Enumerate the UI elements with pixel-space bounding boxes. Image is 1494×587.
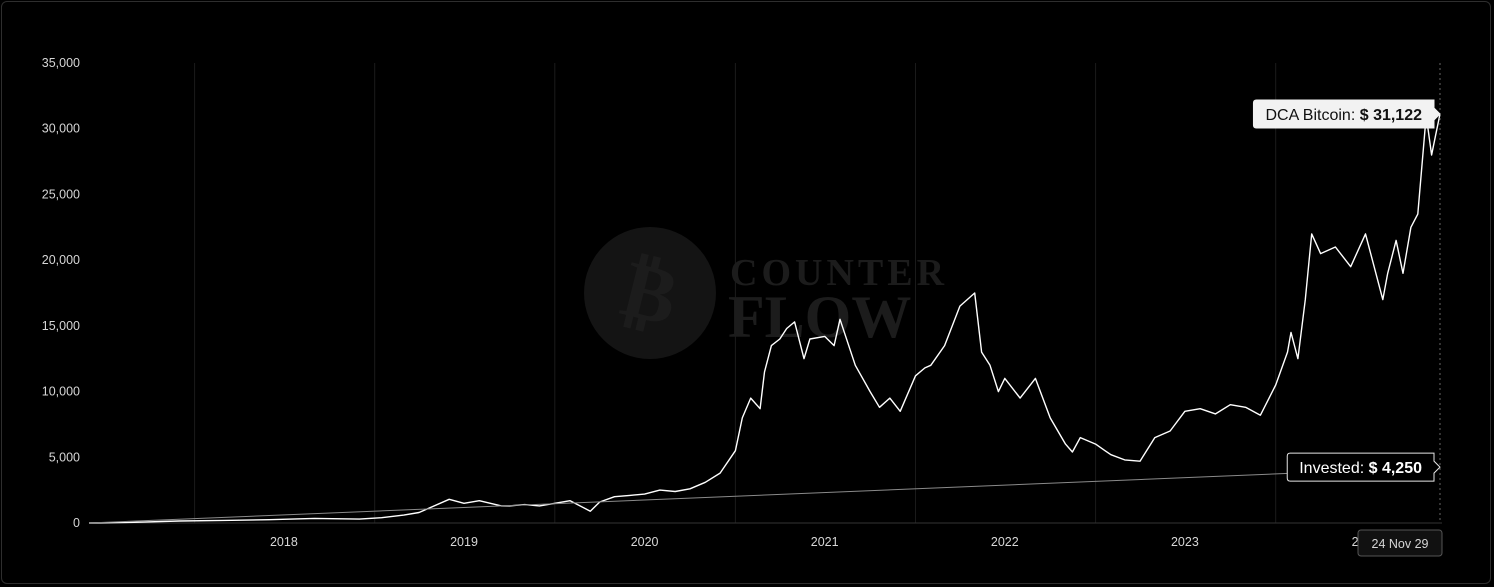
grid-lines: [194, 63, 1277, 523]
bitcoin-logo-icon: ₿: [584, 227, 716, 359]
x-tick-label: 2019: [450, 535, 478, 549]
crosshair-date-label: 24 Nov 29: [1372, 537, 1429, 551]
series-layer: [88, 113, 1441, 524]
y-tick-label: 35,000: [42, 56, 80, 70]
y-axis: 0 5,000 10,000 15,000 20,000 25,000 30,000 35,0…: [42, 56, 80, 530]
y-tick-label: 30,000: [42, 122, 80, 136]
x-tick-label: 2021: [811, 535, 839, 549]
watermark-line2: FLOW: [728, 284, 911, 350]
x-axis: 2018201920202021202220232024: [270, 535, 1379, 549]
tooltip-label: DCA Bitcoin:: [1265, 107, 1359, 124]
watermark-line1: COUNTER: [730, 252, 948, 294]
x-tick-label: 2022: [991, 535, 1019, 549]
tooltip-value: $ 31,122: [1360, 107, 1422, 124]
x-tick-label: 2023: [1171, 535, 1199, 549]
invested-line: [88, 466, 1441, 524]
dca-bitcoin-line: [88, 113, 1441, 524]
svg-text:DCA Bitcoin: $ 31,122: DCA Bitcoin: $ 31,122: [1265, 107, 1422, 124]
tooltip-label: Invested:: [1299, 460, 1368, 477]
counterflow-watermark: ₿ COUNTER FLOW: [584, 227, 948, 359]
y-tick-label: 25,000: [42, 187, 80, 201]
x-tick-label: 2018: [270, 535, 298, 549]
invested-tooltip: Invested: $ 4,250: [1286, 452, 1441, 482]
tooltip-value: $ 4,250: [1369, 460, 1422, 477]
y-tick-label: 20,000: [42, 253, 80, 267]
y-tick-label: 0: [73, 516, 80, 530]
y-tick-label: 5,000: [49, 450, 80, 464]
y-tick-label: 15,000: [42, 319, 80, 333]
tooltip-layer: DCA Bitcoin: $ 31,122 Invested: $ 4,250: [1252, 99, 1441, 482]
x-tick-label: 2020: [631, 535, 659, 549]
crosshair-date-tooltip: 24 Nov 29: [1357, 529, 1443, 557]
svg-text:Invested: $ 4,250: Invested: $ 4,250: [1299, 460, 1422, 477]
dca-bitcoin-tooltip: DCA Bitcoin: $ 31,122: [1252, 99, 1441, 129]
y-tick-label: 10,000: [42, 385, 80, 399]
